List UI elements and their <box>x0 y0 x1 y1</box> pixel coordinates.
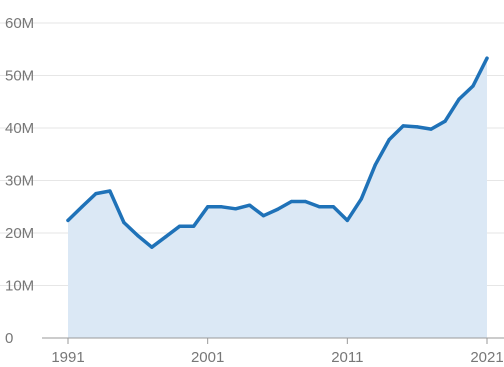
x-tick-label: 2021 <box>470 349 503 366</box>
x-tick-label: 1991 <box>51 349 84 366</box>
data-point <box>261 214 266 218</box>
x-axis-tick-labels: 1991 2001 2011 2021 <box>51 349 503 366</box>
data-point <box>415 125 419 129</box>
data-point <box>317 205 321 209</box>
data-point <box>345 218 349 222</box>
data-point <box>387 138 391 142</box>
y-tick-label: 40M <box>5 120 34 137</box>
data-point <box>457 97 461 101</box>
data-point <box>122 220 126 225</box>
data-point <box>303 199 307 204</box>
data-point <box>485 56 489 60</box>
data-point <box>234 207 238 211</box>
y-tick-label: 20M <box>5 225 34 242</box>
data-point <box>220 205 224 209</box>
data-point <box>108 189 112 193</box>
data-point <box>401 124 405 128</box>
data-point <box>331 205 335 209</box>
data-point <box>150 245 154 249</box>
data-point <box>192 224 196 228</box>
x-tick-label: 2011 <box>331 349 363 366</box>
series-area <box>68 58 487 338</box>
y-tick-label: 60M <box>5 15 34 32</box>
data-point <box>80 205 84 209</box>
data-point <box>359 197 363 201</box>
data-point <box>206 205 210 209</box>
y-axis-tick-labels: 0 10M 20M 30M 40M 50M 60M <box>5 15 34 347</box>
data-point <box>443 119 447 123</box>
data-point <box>373 163 377 167</box>
data-point <box>178 224 182 228</box>
data-point <box>248 203 252 207</box>
data-point <box>471 84 475 88</box>
data-point <box>275 207 280 211</box>
y-tick-label: 10M <box>5 278 34 295</box>
data-point <box>164 235 168 239</box>
y-tick-label: 50M <box>5 68 34 85</box>
data-point <box>94 192 98 196</box>
data-point <box>136 234 140 238</box>
y-tick-label: 30M <box>5 173 34 190</box>
data-point <box>66 218 70 222</box>
data-point <box>429 127 433 131</box>
data-point <box>289 199 294 204</box>
x-tick-label: 2001 <box>191 349 224 366</box>
x-axis <box>42 337 504 344</box>
series-points <box>66 56 489 249</box>
y-tick-label: 0 <box>5 330 13 347</box>
